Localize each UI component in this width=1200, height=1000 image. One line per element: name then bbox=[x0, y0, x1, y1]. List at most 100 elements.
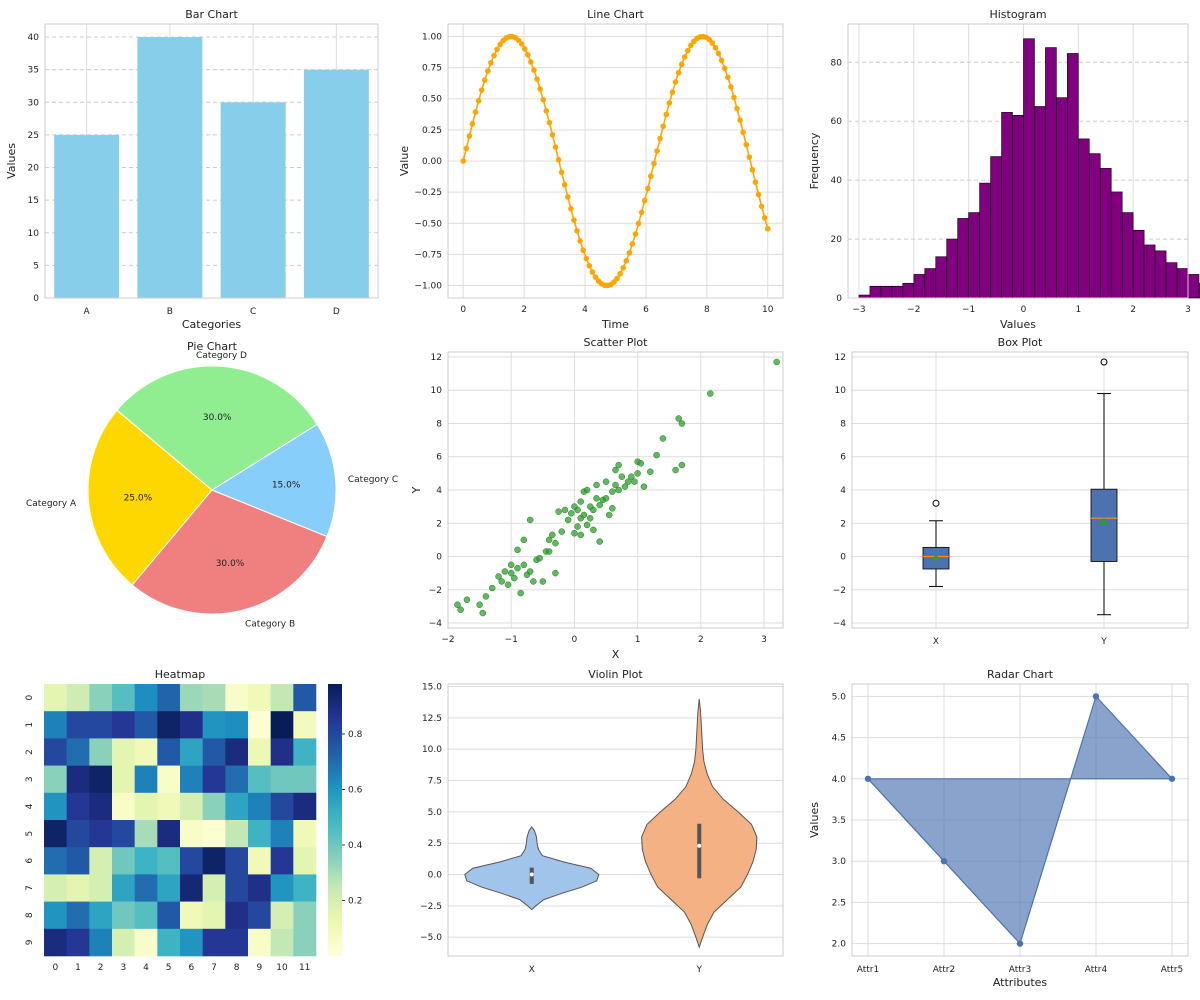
x-tick-label: 5 bbox=[166, 963, 172, 973]
heatmap-cell bbox=[270, 711, 294, 739]
heatmap: 0 1 2 3 4 5 6 7 8 9 10 11 0 1 2 3 4 5 6 7 8 9 0.2 0.4 0.6 0.8 Heat… bbox=[25, 668, 363, 973]
scatter-point bbox=[561, 506, 569, 514]
heatmap-cell bbox=[66, 928, 90, 957]
scatter-point bbox=[653, 451, 660, 459]
y-tick-label: −1.00 bbox=[414, 282, 442, 292]
heatmap-cell bbox=[157, 874, 181, 902]
radar-area bbox=[866, 695, 1174, 945]
scatter-point bbox=[463, 596, 471, 603]
heatmap-cell bbox=[180, 847, 203, 875]
heatmap-cell bbox=[202, 765, 226, 794]
x-tick-label: 8 bbox=[704, 305, 710, 315]
heatmap-cell bbox=[112, 711, 135, 739]
heatmap-cell bbox=[157, 847, 181, 875]
hist-bin bbox=[1045, 47, 1057, 299]
scatter-point bbox=[539, 578, 547, 585]
hist-bin bbox=[1001, 112, 1013, 299]
line-marker bbox=[654, 148, 660, 154]
heatmap-cell bbox=[225, 847, 249, 875]
scatter-point bbox=[596, 538, 603, 545]
scatter-point bbox=[520, 561, 528, 569]
hist-bin bbox=[1154, 250, 1167, 299]
y-tick-label: 2 bbox=[25, 749, 35, 755]
line-marker bbox=[568, 205, 574, 212]
y-tick-label: 4 bbox=[25, 803, 35, 809]
heatmap-cell bbox=[293, 820, 317, 848]
x-tick-label: D bbox=[333, 307, 340, 317]
line-marker bbox=[743, 141, 750, 148]
heatmap-cell bbox=[44, 820, 67, 848]
heatmap-cell bbox=[157, 711, 181, 739]
x-axis-label: Categories bbox=[182, 318, 242, 331]
hist-bin bbox=[1121, 212, 1134, 299]
line-marker bbox=[660, 123, 666, 130]
heatmap-cell bbox=[202, 684, 226, 712]
x-tick-label: −2 bbox=[907, 305, 920, 315]
y-tick-label: 0 bbox=[33, 294, 39, 304]
y-tick-label: 9 bbox=[25, 939, 35, 945]
x-tick-label: 2 bbox=[1130, 305, 1136, 315]
y-tick-label: 40 bbox=[28, 33, 40, 43]
line-marker bbox=[463, 145, 470, 152]
line-marker bbox=[583, 255, 590, 262]
heatmap-cell bbox=[89, 820, 113, 848]
heatmap-cell bbox=[134, 684, 158, 712]
scatter-point bbox=[596, 501, 603, 509]
hist-bin bbox=[913, 274, 926, 299]
heatmap-cell bbox=[202, 738, 226, 766]
heatmap-cell bbox=[44, 738, 67, 766]
y-tick-label: −4 bbox=[833, 619, 847, 629]
y-tick-label: 5 bbox=[33, 261, 39, 271]
chart-title: Line Chart bbox=[587, 8, 644, 21]
box-plot: −4 −2 0 2 4 6 8 10 12 X Y Box Plot bbox=[833, 336, 1189, 647]
line-marker bbox=[565, 194, 571, 200]
line-marker bbox=[497, 41, 503, 48]
hist-bin bbox=[946, 238, 958, 299]
heatmap-cell bbox=[89, 684, 113, 712]
y-tick-label: 12 bbox=[835, 353, 846, 363]
line-marker bbox=[485, 68, 491, 74]
y-tick-label: 2 bbox=[840, 519, 846, 529]
heatmap-cell bbox=[134, 901, 158, 930]
heatmap-cell bbox=[66, 847, 90, 875]
line-marker bbox=[663, 111, 670, 118]
axes-frame bbox=[447, 351, 784, 629]
scatter-point bbox=[574, 523, 581, 530]
y-tick-label: 20 bbox=[831, 235, 843, 245]
heatmap-cell bbox=[180, 738, 203, 766]
x-tick-label: −1 bbox=[962, 305, 975, 315]
heatmap-cell bbox=[248, 874, 271, 902]
heatmap-cell bbox=[66, 874, 90, 902]
line-marker bbox=[758, 203, 765, 210]
scatter-point bbox=[637, 460, 645, 467]
pie-slice-2 bbox=[210, 423, 337, 538]
y-tick-label: 15.0 bbox=[422, 683, 442, 693]
line-marker bbox=[632, 231, 639, 237]
scatter-point bbox=[672, 466, 679, 474]
line-marker bbox=[669, 89, 676, 95]
scatter-point bbox=[507, 569, 515, 577]
heatmap-cell bbox=[180, 928, 203, 957]
line-marker bbox=[746, 154, 753, 160]
heatmap-cell bbox=[293, 684, 317, 712]
heatmap-cell bbox=[134, 874, 158, 902]
heatmap-cell bbox=[134, 928, 158, 957]
line-marker bbox=[740, 129, 746, 136]
x-tick-label: 3 bbox=[1185, 305, 1191, 315]
heatmap-cell bbox=[202, 928, 226, 957]
heatmap-cell bbox=[293, 765, 317, 794]
line-marker bbox=[571, 217, 577, 223]
heatmap-cell bbox=[293, 928, 317, 957]
y-tick-label: 3 bbox=[25, 776, 35, 782]
x-tick-label: B bbox=[167, 307, 173, 317]
x-tick-label: 0 bbox=[460, 305, 466, 315]
heatmap-cell bbox=[66, 684, 90, 712]
heatmap-cell bbox=[202, 792, 226, 821]
radar-point bbox=[1092, 693, 1100, 700]
scatter-point bbox=[621, 483, 629, 490]
heatmap-cell bbox=[89, 765, 113, 794]
line-marker bbox=[737, 117, 743, 123]
line-marker bbox=[681, 54, 688, 60]
line-marker bbox=[481, 77, 488, 83]
